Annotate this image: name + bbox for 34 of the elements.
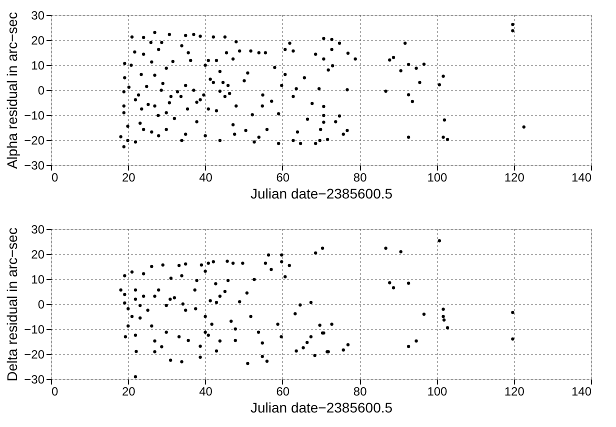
x-tick-label: 60: [276, 384, 290, 398]
x-tick-label: 0: [52, 170, 58, 184]
y-tick-label: 0: [38, 298, 45, 312]
y-tick-label: −30: [24, 158, 45, 172]
x-tick-label: 120: [504, 384, 525, 398]
y-tick-label: 20: [31, 248, 45, 262]
y-axis-title: Delta residual in arc−sec: [4, 228, 20, 382]
x-tick-label: 60: [276, 170, 290, 184]
y-tick-label: 20: [31, 34, 45, 48]
y-tick-label: 30: [31, 8, 45, 22]
x-tick-label: 140: [571, 170, 592, 184]
y-tick-label: 30: [31, 222, 45, 236]
y-tick-label: −10: [24, 322, 45, 336]
x-tick-label: 20: [122, 384, 136, 398]
x-tick-label: 100: [427, 170, 448, 184]
y-tick-label: 10: [31, 272, 45, 286]
x-axis-title: Julian date−2385600.5: [250, 186, 393, 202]
x-tick-label: 140: [571, 384, 592, 398]
x-tick-label: 120: [504, 170, 525, 184]
x-tick-label: 80: [353, 384, 368, 398]
x-tick-label: 0: [52, 384, 58, 398]
x-tick-label: 80: [353, 170, 368, 184]
x-tick-label: 40: [199, 384, 213, 398]
y-tick-label: 10: [31, 58, 45, 72]
y-tick-label: −30: [24, 372, 45, 386]
y-axis-title: Alpha residual in arc−sec: [4, 12, 20, 169]
x-tick-label: 100: [427, 384, 448, 398]
y-tick-label: −20: [24, 134, 45, 148]
y-tick-label: 0: [38, 84, 45, 98]
x-tick-label: 40: [199, 170, 213, 184]
y-tick-label: −20: [24, 348, 45, 362]
x-axis-title: Julian date−2385600.5: [250, 400, 393, 416]
x-tick-label: 20: [122, 170, 136, 184]
y-tick-label: −10: [24, 108, 45, 122]
